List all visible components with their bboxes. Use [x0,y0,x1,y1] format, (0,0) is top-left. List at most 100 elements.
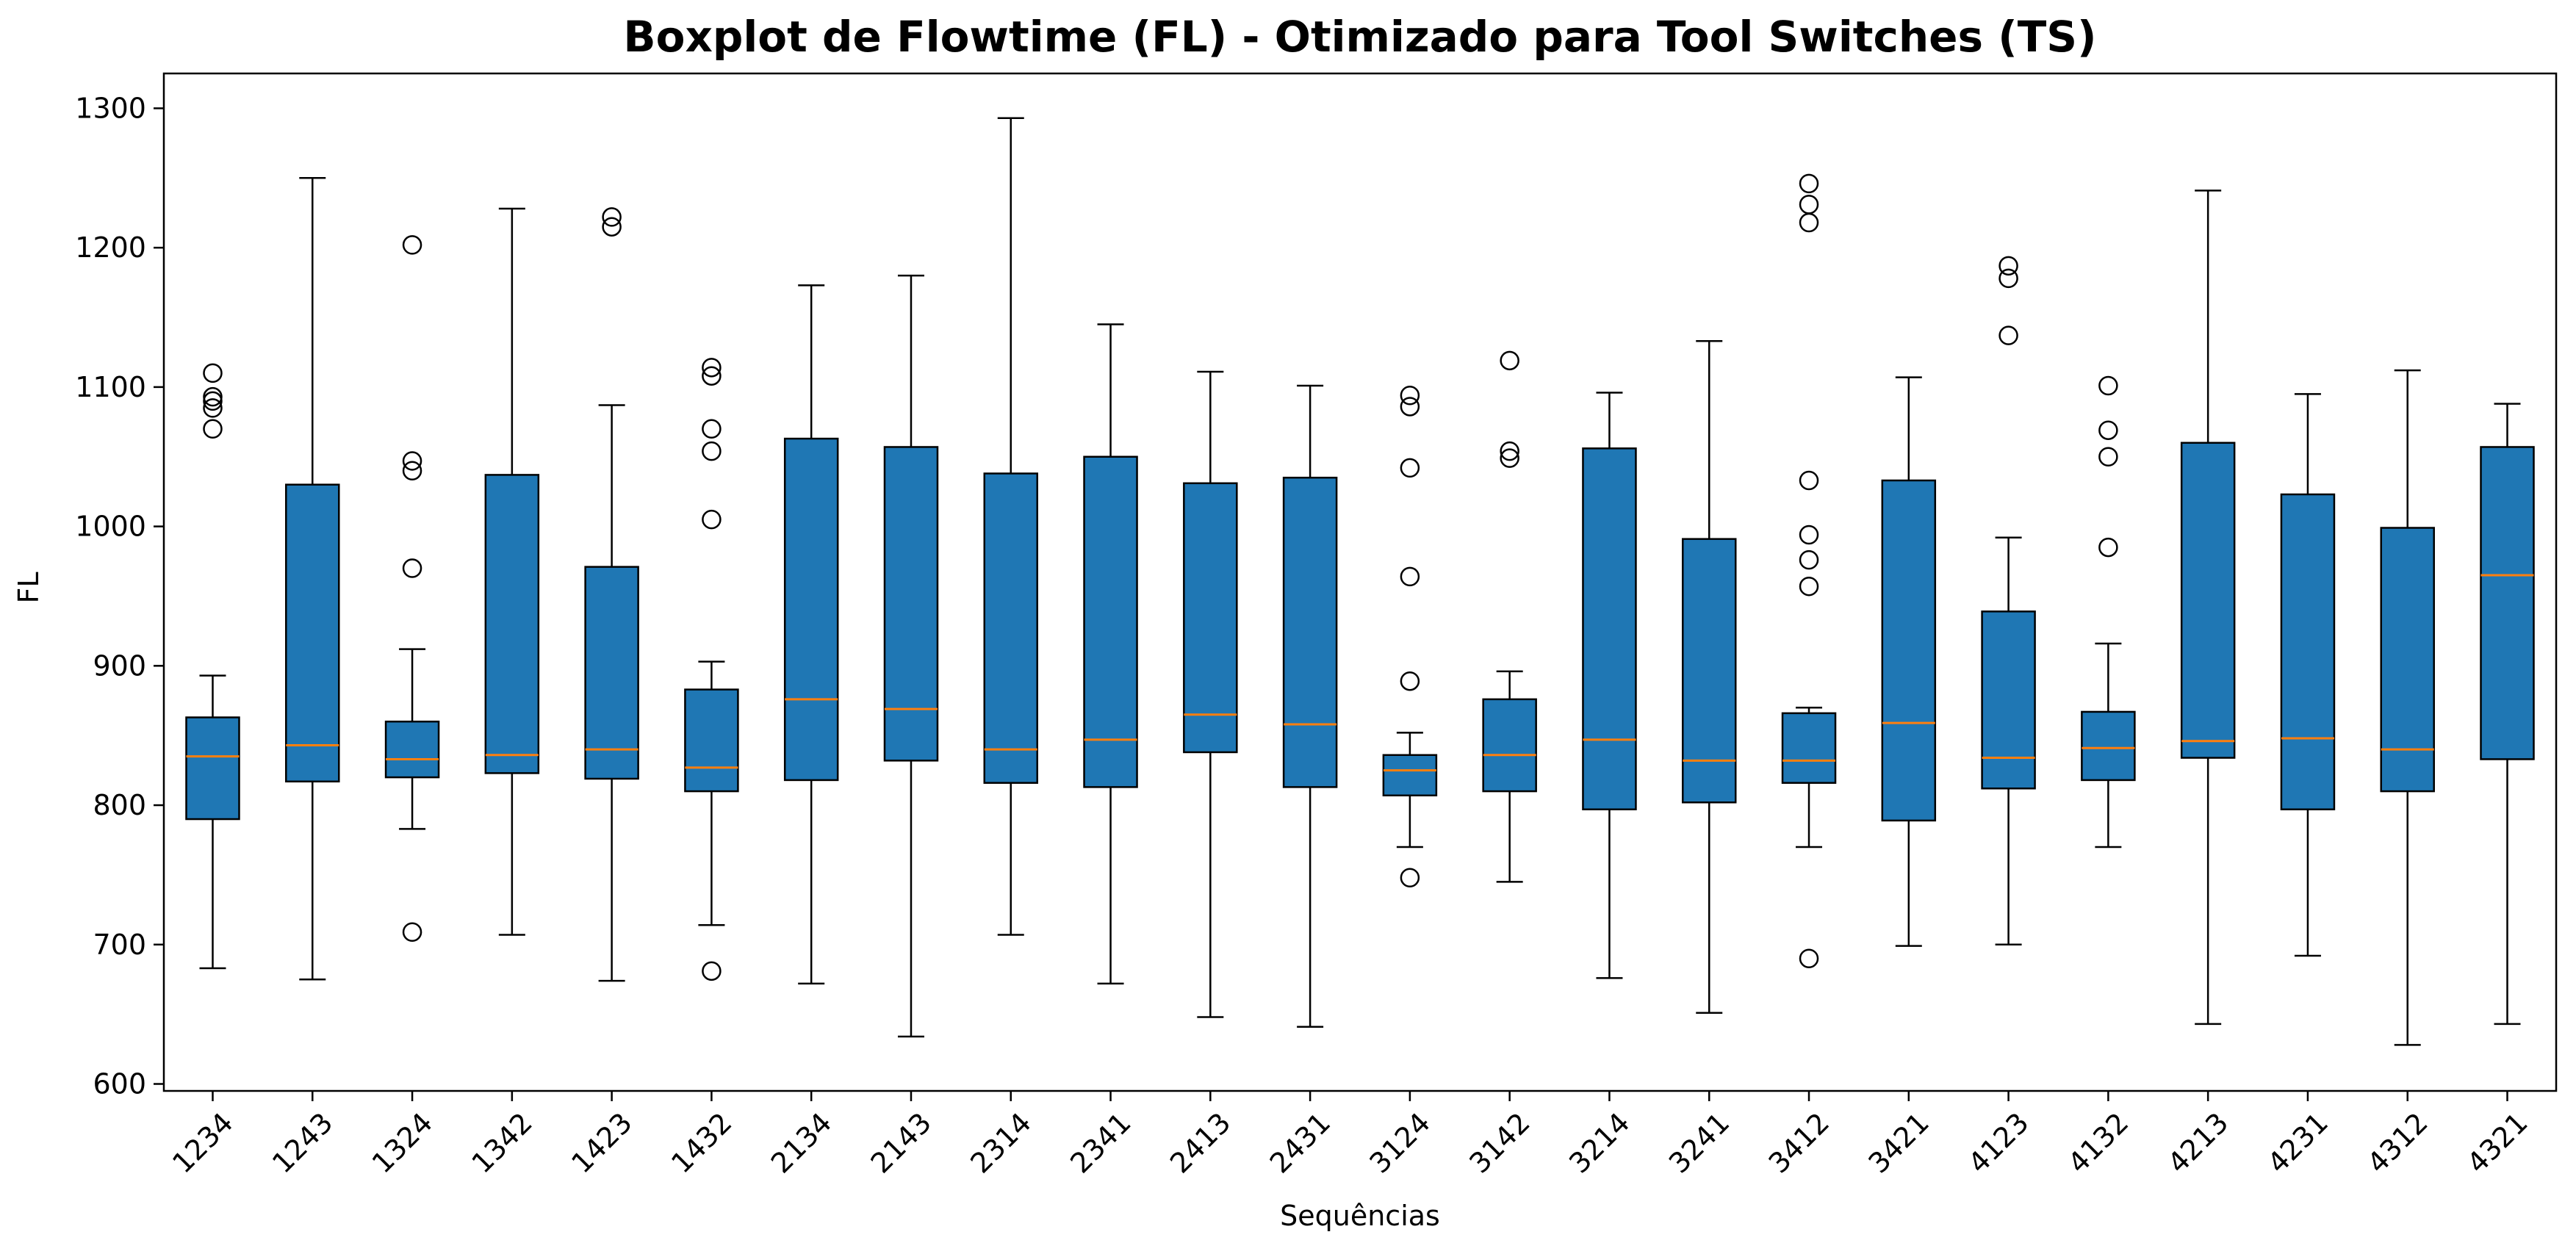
outlier-point [1799,470,1819,491]
box-4312 [2380,527,2435,793]
box-3124 [1382,754,1438,797]
box-4123 [1981,610,2036,790]
outlier-point [1998,268,2018,289]
x-tick-label: 1234 [166,1106,240,1180]
outlier-point [203,386,223,407]
outlier-point [2098,537,2118,558]
x-tick-label: 1324 [366,1106,439,1180]
x-tick-label: 3421 [1862,1106,1935,1180]
x-tick-label: 4321 [2461,1106,2534,1180]
outlier-point [602,217,622,237]
x-tick-label: 2413 [1164,1106,1237,1180]
outlier-point [203,419,223,439]
y-tick-label: 700 [93,929,146,961]
box-3241 [1681,538,1737,804]
box-1432 [684,688,739,793]
outlier-point [702,358,722,378]
y-tick-label: 900 [93,649,146,682]
x-axis-label: Sequências [1280,1200,1440,1232]
box-4132 [2081,710,2136,782]
outlier-point [702,419,722,439]
x-tick-label: 4123 [1962,1106,2035,1180]
box-2341 [1083,455,1138,788]
outlier-point [1799,212,1819,233]
box-1324 [384,720,440,779]
outlier-point [2098,447,2118,466]
y-tick-label: 1100 [75,371,146,403]
outlier-point [1799,525,1819,545]
box-2431 [1282,476,1338,788]
y-axis-label: FL [12,572,45,603]
box-3214 [1582,447,1637,811]
outlier-point [203,391,223,411]
box-1342 [484,474,540,774]
outlier-point [702,961,722,981]
outlier-point [1400,671,1420,691]
x-tick-label: 1432 [665,1106,738,1180]
box-1243 [285,483,340,783]
box-4321 [2480,446,2535,760]
outlier-point [1998,256,2018,276]
x-tick-label: 1423 [565,1106,638,1180]
x-tick-label: 4312 [2361,1106,2434,1180]
outlier-point [1799,173,1819,194]
x-tick-label: 2314 [964,1106,1037,1180]
outlier-point [1500,441,1519,461]
x-tick-label: 4213 [2162,1106,2235,1180]
outlier-point [702,509,722,530]
x-tick-label: 2134 [765,1106,838,1180]
outlier-point [1400,397,1420,417]
outlier-point [1400,868,1420,887]
x-tick-label: 1243 [266,1106,339,1180]
box-3421 [1881,479,1937,822]
box-2314 [983,472,1039,784]
y-tick-label: 1200 [75,231,146,264]
outlier-point [203,398,223,418]
chart-title: Boxplot de Flowtime (FL) - Otimizado par… [623,12,2096,62]
outlier-point [1799,549,1819,570]
x-tick-label: 4231 [2262,1106,2335,1180]
plot-area: 600 700 800 900 1000 1100 1200 1300 1234 1243 1324… [75,92,2535,1180]
outlier-point [402,451,422,471]
outlier-point [1500,350,1519,371]
x-tick-label: 1342 [466,1106,539,1180]
x-tick-label: 4132 [2062,1106,2135,1180]
box-1423 [584,566,639,780]
outlier-point [402,461,422,480]
outlier-point [1400,386,1420,406]
x-tick-label: 3241 [1663,1106,1736,1180]
outlier-point [1400,566,1420,587]
x-tick-label: 3412 [1763,1106,1836,1180]
outlier-point [1799,576,1819,597]
box-2143 [883,446,939,762]
y-tick-label: 800 [93,789,146,821]
outlier-point [1799,195,1819,215]
outlier-point [402,558,422,578]
x-tick-label: 3142 [1463,1106,1536,1180]
outlier-point [1500,448,1519,468]
outlier-point [602,207,622,227]
outlier-point [402,922,422,942]
x-tick-label: 2143 [865,1106,938,1180]
outlier-point [702,366,722,386]
box-1234 [185,716,240,821]
box-4213 [2180,442,2236,759]
box-2134 [783,437,839,782]
plot-frame [162,72,2558,1092]
box-3142 [1482,698,1537,793]
outlier-point [1400,458,1420,478]
outlier-point [1799,948,1819,969]
x-tick-label: 3124 [1364,1106,1437,1180]
box-3412 [1781,712,1837,784]
y-tick-label: 1300 [75,92,146,124]
x-tick-label: 3214 [1563,1106,1636,1180]
box-4231 [2280,493,2336,811]
y-tick-label: 600 [93,1068,146,1100]
outlier-point [2098,420,2118,440]
y-tick-label: 1000 [75,511,146,543]
x-tick-label: 2341 [1064,1106,1137,1180]
box-2413 [1183,482,1238,754]
outlier-point [702,441,722,461]
outlier-point [203,363,223,383]
